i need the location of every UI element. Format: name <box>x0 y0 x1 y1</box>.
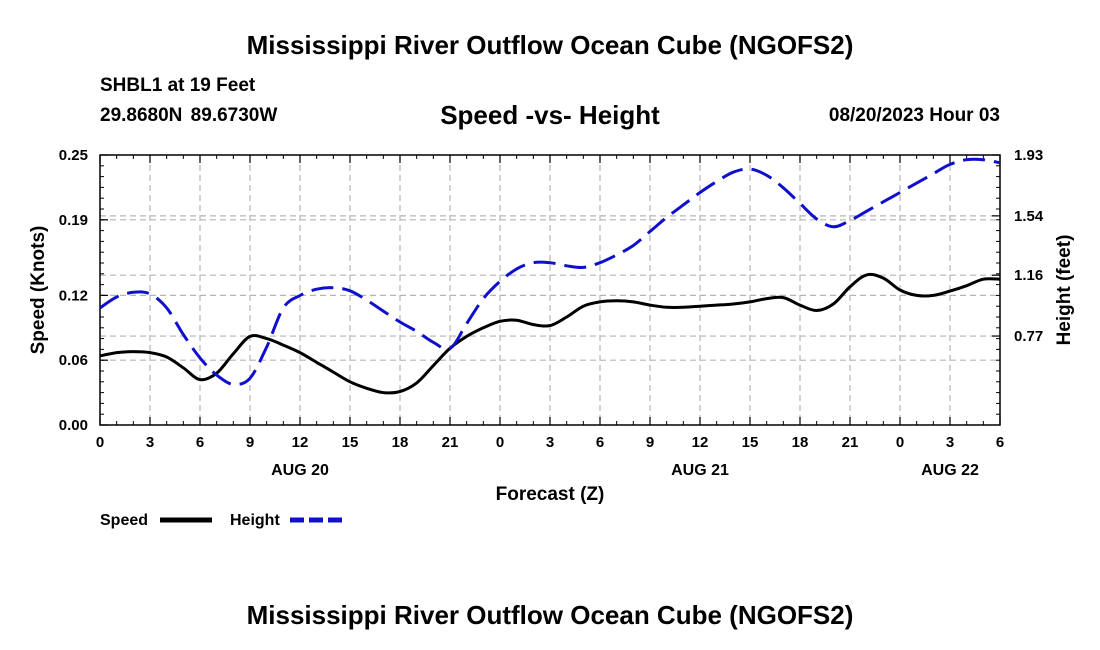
y-left-tick-label: 0.00 <box>59 417 88 434</box>
footer-title: Mississippi River Outflow Ocean Cube (NG… <box>246 600 854 630</box>
y-right-axis-title: Height (feet) <box>1054 235 1075 346</box>
x-tick-label: 15 <box>342 434 359 451</box>
day-label: AUG 20 <box>271 462 329 479</box>
chart-legend: Speed Height <box>100 512 342 529</box>
day-label: AUG 22 <box>921 462 979 479</box>
x-tick-label: 12 <box>692 434 709 451</box>
y-left-tick-label: 0.12 <box>59 287 88 304</box>
series-line-height <box>99 157 1001 387</box>
grid-lines <box>100 155 1000 425</box>
x-tick-label: 21 <box>842 434 859 451</box>
y-left-tick-label: 0.25 <box>59 147 88 164</box>
data-series <box>99 157 1001 395</box>
x-tick-label: 6 <box>196 434 204 451</box>
chart-subtitle: Speed -vs- Height <box>440 100 660 130</box>
x-tick-label: 12 <box>292 434 309 451</box>
y-right-tick-label: 1.93 <box>1014 147 1043 164</box>
x-tick-label: 9 <box>646 434 654 451</box>
legend-label-speed: Speed <box>100 512 148 529</box>
x-tick-label: 9 <box>246 434 254 451</box>
x-tick-label: 3 <box>546 434 554 451</box>
x-tick-label: 3 <box>946 434 954 451</box>
y-left-axis-title: Speed (Knots) <box>28 226 49 355</box>
forecast-date: 08/20/2023 Hour 03 <box>828 105 1000 126</box>
legend-label-height: Height <box>230 512 280 529</box>
x-tick-label: 0 <box>96 434 104 451</box>
x-tick-label: 18 <box>392 434 409 451</box>
station-coordinates: 29.8680N 89.6730W <box>100 105 278 126</box>
x-tick-label: 0 <box>896 434 904 451</box>
axis-ticks <box>99 154 1001 426</box>
x-tick-label: 21 <box>442 434 459 451</box>
x-tick-label: 6 <box>596 434 604 451</box>
x-axis-title: Forecast (Z) <box>496 484 605 505</box>
y-left-tick-label: 0.19 <box>59 212 88 229</box>
y-right-tick-label: 1.16 <box>1014 267 1043 284</box>
axis-labels: 0 3 6 9 12 15 18 21 0 3 6 9 12 15 18 21 0 3 6 AUG 20 AUG 21 A… <box>28 147 1075 505</box>
series-line-speed <box>99 272 1001 395</box>
x-tick-label: 15 <box>742 434 759 451</box>
y-right-tick-label: 0.77 <box>1014 328 1043 345</box>
x-tick-label: 3 <box>146 434 154 451</box>
x-tick-label: 18 <box>792 434 809 451</box>
y-left-tick-label: 0.06 <box>59 352 88 369</box>
x-tick-label: 0 <box>496 434 504 451</box>
day-label: AUG 21 <box>671 462 729 479</box>
x-tick-label: 6 <box>996 434 1004 451</box>
y-right-tick-label: 1.54 <box>1014 208 1044 225</box>
chart-main-title: Mississippi River Outflow Ocean Cube (NG… <box>246 30 854 60</box>
station-name: SHBL1 at 19 Feet <box>100 75 256 96</box>
